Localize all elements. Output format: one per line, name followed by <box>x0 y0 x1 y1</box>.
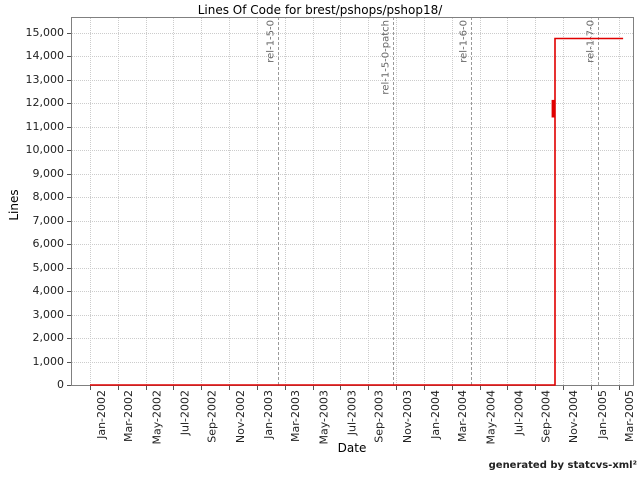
v-gridline <box>563 17 565 385</box>
y-tick-mark <box>67 126 71 128</box>
loc-series-path <box>90 37 624 386</box>
x-tick-mark <box>117 386 119 390</box>
x-tick-mark <box>145 386 147 390</box>
v-gridline <box>284 17 286 385</box>
v-gridline <box>256 17 258 385</box>
x-tick-mark <box>451 386 453 390</box>
y-tick-label: 6,000 <box>32 237 65 251</box>
release-line <box>392 17 394 385</box>
x-tick-mark <box>535 386 537 390</box>
v-gridline <box>145 17 147 385</box>
x-tick-mark <box>90 386 91 390</box>
y-tick-mark <box>67 385 71 386</box>
y-tick-label: 14,000 <box>25 49 65 63</box>
h-gridline <box>71 56 633 58</box>
y-tick-mark <box>67 244 71 246</box>
h-gridline <box>71 173 633 175</box>
chart-title: Lines Of Code for brest/pshops/pshop18/ <box>197 3 443 17</box>
y-tick-mark <box>67 173 71 175</box>
x-tick-mark <box>479 386 481 390</box>
v-gridline <box>590 17 592 385</box>
y-tick-label: 2,000 <box>32 331 65 345</box>
y-tick-label: 13,000 <box>25 72 65 86</box>
y-tick-mark <box>67 33 71 34</box>
y-tick-mark <box>67 79 71 81</box>
y-tick-mark <box>67 314 71 316</box>
h-gridline <box>71 103 633 105</box>
v-gridline <box>229 17 231 385</box>
y-tick-mark <box>67 361 71 363</box>
h-gridline <box>71 338 633 340</box>
h-gridline <box>71 361 633 363</box>
y-tick-label: 15,000 <box>25 26 65 39</box>
x-tick-mark <box>423 386 425 390</box>
y-tick-mark <box>67 267 71 269</box>
y-tick-label: 5,000 <box>32 260 65 274</box>
v-gridline <box>451 17 453 385</box>
y-tick-mark <box>67 220 71 222</box>
v-gridline <box>312 17 314 385</box>
x-tick-mark <box>590 386 592 390</box>
h-gridline <box>71 79 633 81</box>
y-tick-mark <box>67 56 71 58</box>
y-tick-mark <box>67 291 71 293</box>
v-gridline <box>173 17 175 385</box>
h-gridline <box>71 314 633 316</box>
v-gridline <box>618 17 620 385</box>
y-tick-label: 3,000 <box>32 307 65 321</box>
v-gridline <box>396 17 398 385</box>
y-tick-label: 10,000 <box>25 143 65 157</box>
x-tick-mark <box>284 386 286 390</box>
y-tick-mark <box>67 103 71 105</box>
v-gridline <box>535 17 537 385</box>
h-gridline <box>71 197 633 199</box>
v-gridline <box>423 17 425 385</box>
h-gridline <box>71 291 633 293</box>
loc-spike-marker <box>551 99 555 118</box>
h-gridline <box>71 150 633 152</box>
y-tick-label: 8,000 <box>32 190 65 204</box>
release-line <box>277 17 279 385</box>
x-tick-mark <box>618 386 620 390</box>
x-tick-mark <box>507 386 509 390</box>
h-gridline <box>71 244 633 246</box>
x-tick-mark <box>256 386 258 390</box>
h-gridline <box>71 33 633 34</box>
x-tick-mark <box>229 386 231 390</box>
y-tick-label: 1,000 <box>32 354 65 368</box>
v-gridline <box>479 17 481 385</box>
release-line <box>597 17 599 385</box>
h-gridline <box>71 267 633 269</box>
v-gridline <box>340 17 342 385</box>
x-axis-title: Date <box>337 441 367 455</box>
y-tick-label: 9,000 <box>32 166 65 180</box>
v-gridline <box>90 17 91 385</box>
release-line <box>470 17 472 385</box>
h-gridline <box>71 126 633 128</box>
x-tick-mark <box>396 386 398 390</box>
y-tick-label: 4,000 <box>32 284 65 298</box>
v-gridline <box>368 17 370 385</box>
x-tick-mark <box>368 386 370 390</box>
generator-credit: generated by statcvs-xml² <box>488 460 637 471</box>
y-tick-label: 12,000 <box>25 96 65 110</box>
y-tick-mark <box>67 150 71 152</box>
x-tick-mark <box>563 386 565 390</box>
x-tick-mark <box>173 386 175 390</box>
x-tick-mark <box>312 386 314 390</box>
v-gridline <box>507 17 509 385</box>
y-tick-label: 11,000 <box>25 119 65 133</box>
y-tick-mark <box>67 197 71 199</box>
h-gridline <box>71 220 633 222</box>
y-tick-mark <box>67 338 71 340</box>
y-tick-label: 0 <box>57 378 64 391</box>
x-tick-mark <box>201 386 203 390</box>
v-gridline <box>117 17 119 385</box>
x-tick-mark <box>340 386 342 390</box>
y-tick-label: 7,000 <box>32 213 65 227</box>
v-gridline <box>201 17 203 385</box>
